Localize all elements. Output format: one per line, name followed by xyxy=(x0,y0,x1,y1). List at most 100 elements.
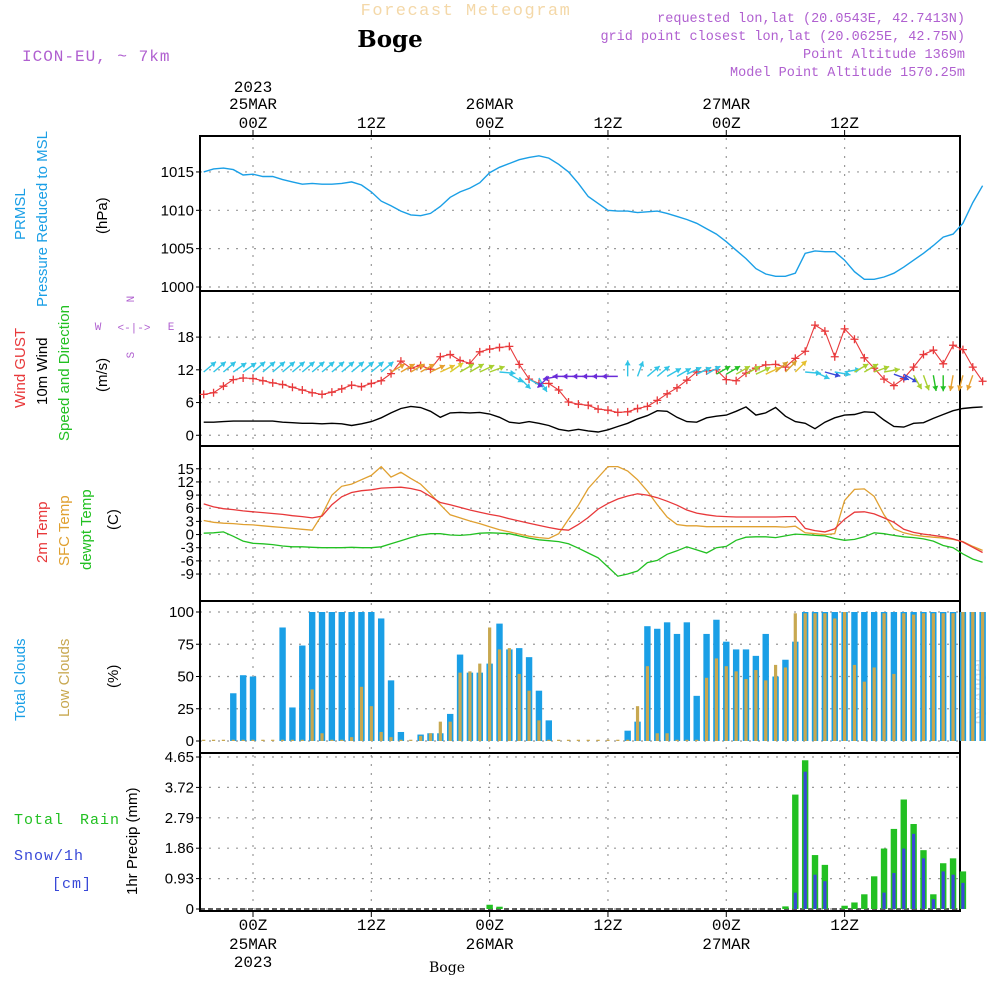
panel-frame xyxy=(199,135,961,292)
bottom-hour-label: 12Z xyxy=(594,917,623,935)
precip-panel: 0 0.93 1.86 2.79 3.72 4.65 xyxy=(165,749,967,918)
compass-south: S xyxy=(126,351,138,358)
gust-marker xyxy=(613,408,622,417)
snow-bar xyxy=(931,899,935,909)
y-tick-label: 25 xyxy=(177,701,194,718)
low-cloud-bar xyxy=(596,739,600,741)
y-tick-label: 1.86 xyxy=(165,840,194,857)
y-tick-label: 2.79 xyxy=(165,810,194,827)
total-cloud-bar xyxy=(377,618,385,741)
wind-speed-line xyxy=(203,405,983,433)
arrow-head xyxy=(685,368,691,374)
gust-marker xyxy=(791,354,800,363)
y-tick-label: 0 xyxy=(186,527,194,544)
arrow-head xyxy=(572,373,578,380)
gust-marker xyxy=(199,390,208,399)
low-cloud-bar xyxy=(823,613,827,741)
gust-marker xyxy=(603,406,612,415)
model-altitude: Model Point Altitude 1570.25m xyxy=(730,66,965,81)
rain-bar xyxy=(792,794,799,909)
low-cloud-bar xyxy=(211,739,216,741)
wind-direction-arrow xyxy=(913,374,923,390)
precip-unit: 1hr Precip (mm) xyxy=(124,787,141,895)
arrow-head xyxy=(948,385,955,392)
pressure-panel: 1000 1005 1010 1015 xyxy=(161,135,984,296)
top-hour-label: 12Z xyxy=(830,115,859,133)
snow-bar xyxy=(803,771,807,909)
gust-marker xyxy=(919,350,928,359)
wind-direction-arrow xyxy=(601,373,618,380)
low-cloud-bar xyxy=(724,666,728,741)
gust-marker xyxy=(288,383,297,392)
low-cloud-bar xyxy=(744,679,748,741)
total-cloud-bar xyxy=(358,612,365,741)
low-cloud-bar xyxy=(606,739,610,741)
temp-label-2: SFC Temp xyxy=(56,495,73,566)
wind-direction-arrow xyxy=(716,365,731,375)
snow-bar xyxy=(951,874,955,909)
y-tick-label: 1005 xyxy=(161,241,194,258)
low-cloud-bar xyxy=(616,739,620,741)
pressure-label-2: Pressure Reduced to MSL xyxy=(34,131,51,307)
wind-direction-arrow xyxy=(893,373,910,381)
arrow-head xyxy=(845,370,851,377)
total-cloud-bar xyxy=(397,731,405,741)
low-cloud-bar xyxy=(714,658,719,741)
sfc-temp-line xyxy=(203,465,983,552)
gust-marker xyxy=(889,381,898,390)
wind-direction-arrow xyxy=(282,361,296,373)
wind-direction-arrow xyxy=(863,363,879,373)
temperature-ylabels: 2m Temp SFC Temp dewpt Temp (C) xyxy=(34,489,122,570)
arrow-head xyxy=(298,361,305,368)
arrow-head xyxy=(754,366,760,372)
precip-label-total: Total xyxy=(14,812,64,829)
gridpoint-lonlat: grid point closest lon,lat (20.0625E, 42… xyxy=(600,30,965,45)
pressure-unit: (hPa) xyxy=(94,197,111,234)
arrow-head xyxy=(791,360,797,367)
low-cloud-bar xyxy=(497,649,502,741)
wind-direction-arrow xyxy=(311,361,325,373)
compass-west: W xyxy=(95,322,102,334)
low-cloud-bar xyxy=(428,733,433,741)
gust-marker xyxy=(327,388,336,397)
low-cloud-bar xyxy=(931,613,935,741)
wind-direction-arrow xyxy=(331,361,345,373)
rain-bar xyxy=(861,894,868,909)
total-cloud-bar xyxy=(249,676,257,741)
gust-marker xyxy=(475,347,484,356)
wind-direction-arrow xyxy=(262,361,276,373)
total-cloud-bar xyxy=(289,707,296,741)
wind-direction-arrow xyxy=(624,360,631,377)
wind-unit: (m/s) xyxy=(94,358,111,392)
wind-direction-arrow xyxy=(361,361,375,373)
low-cloud-bar xyxy=(833,618,837,741)
total-cloud-bar xyxy=(318,612,326,741)
wind-direction-arrow xyxy=(784,360,798,373)
wind-direction-arrow xyxy=(499,369,516,376)
low-cloud-bar xyxy=(971,612,975,741)
low-cloud-bar xyxy=(330,739,334,741)
wind-direction-arrow xyxy=(948,375,955,392)
arrow-head xyxy=(624,360,631,366)
low-cloud-bar xyxy=(310,689,314,741)
low-cloud-bar xyxy=(566,739,571,741)
y-tick-label: 0.93 xyxy=(165,871,194,888)
low-cloud-bar xyxy=(586,739,590,741)
rain-bar xyxy=(851,902,858,909)
arrow-head xyxy=(399,363,405,370)
y-tick-label: 4.65 xyxy=(165,749,194,766)
low-cloud-bar xyxy=(645,666,649,741)
cloud-ylabels: Total Clouds Low Clouds (%) xyxy=(12,638,122,721)
gust-marker xyxy=(811,321,820,330)
arrow-head xyxy=(328,361,335,368)
low-cloud-bar xyxy=(202,739,206,741)
arrow-head xyxy=(916,383,922,390)
low-cloud-bar xyxy=(280,739,285,741)
rain-bar xyxy=(486,904,493,909)
low-cloud-bar xyxy=(961,612,965,741)
y-tick-label: 100 xyxy=(169,604,194,621)
low-cloud-bar xyxy=(665,733,669,741)
gust-marker xyxy=(801,347,810,356)
